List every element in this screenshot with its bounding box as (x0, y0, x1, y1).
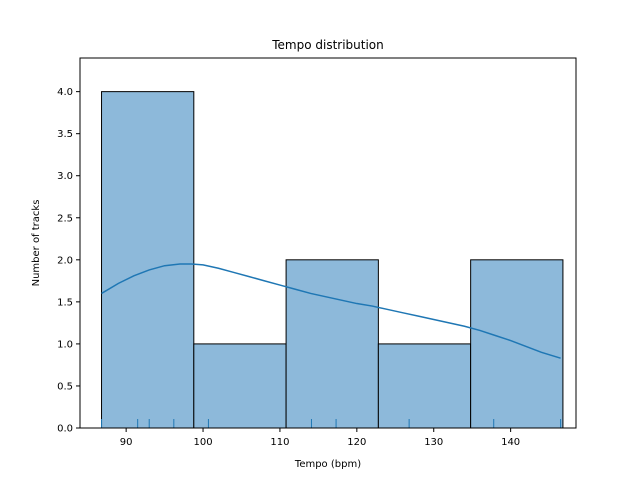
histogram-bar-2 (193, 343, 287, 429)
x-axis-label: Tempo (bpm) (294, 459, 361, 470)
histogram-bar-3 (285, 259, 379, 429)
x-tick-label-110: 110 (270, 437, 289, 448)
y-tick-label-3.5: 3.5 (57, 129, 73, 140)
bars-group (101, 91, 564, 429)
y-tick-label-0.5: 0.5 (57, 381, 73, 392)
chart-title: Tempo distribution (271, 38, 384, 52)
y-axis-label: Number of tracks (31, 200, 42, 287)
kde-line (101, 263, 561, 359)
histogram-bar-4 (377, 343, 472, 429)
x-tick-label-120: 120 (347, 437, 366, 448)
y-tick-label-4.0: 4.0 (57, 87, 73, 98)
histogram-bar-5 (470, 259, 564, 429)
x-tick-label-90: 90 (120, 437, 133, 448)
y-tick-label-2.5: 2.5 (57, 213, 73, 224)
x-tick-label-130: 130 (424, 437, 443, 448)
x-axis: 90 100 110 120 130 140 (120, 428, 520, 448)
rug-group (101, 419, 562, 428)
plot-frame (79, 57, 577, 429)
y-axis: 0.0 0.5 1.0 1.5 2.0 2.5 3.0 3.5 4.0 (57, 87, 80, 435)
y-tick-label-0.0: 0.0 (57, 424, 73, 435)
y-tick-label-3.0: 3.0 (57, 171, 73, 182)
kde-group (101, 263, 561, 359)
histogram-bar-1 (101, 91, 195, 429)
x-tick-label-140: 140 (501, 437, 520, 448)
x-tick-label-100: 100 (193, 437, 212, 448)
y-tick-label-1.0: 1.0 (57, 339, 73, 350)
y-tick-label-1.5: 1.5 (57, 297, 73, 308)
y-tick-label-2.0: 2.0 (57, 255, 73, 266)
